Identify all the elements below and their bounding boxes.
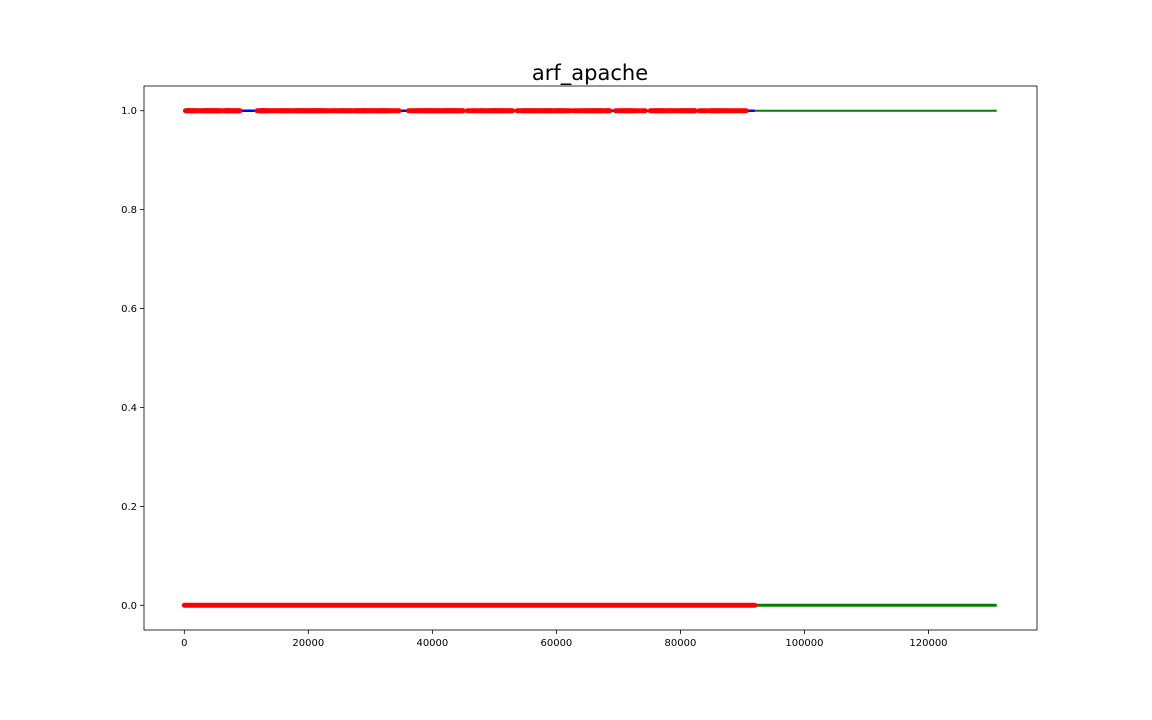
y-tick-label-2: 0.4 [121, 403, 137, 414]
x-tick-label-6: 120000 [909, 638, 947, 649]
y-tick-label-3: 0.6 [121, 304, 137, 315]
chart-title: arf_apache [532, 61, 648, 86]
series-red-point-12 [233, 108, 243, 114]
series-red-point-79 [623, 108, 642, 114]
axes-frame [143, 85, 1038, 631]
series-red-point-70 [558, 108, 574, 114]
x-tick-label-4: 80000 [665, 638, 697, 649]
series-red-point-80 [638, 108, 648, 114]
series-red-point-94 [733, 108, 749, 114]
x-tick-label-0: 0 [181, 638, 187, 649]
series-red-point-52 [455, 108, 465, 114]
series-red-point-88 [688, 108, 698, 114]
y-tick-label-4: 0.8 [121, 205, 137, 216]
x-tick-label-5: 100000 [785, 638, 823, 649]
y-tick-label-1: 0.2 [121, 502, 137, 513]
series-red-point-60 [506, 108, 516, 114]
x-tick-label-1: 20000 [292, 638, 324, 649]
series-red-point-89 [696, 108, 709, 114]
x-tick-label-2: 40000 [416, 638, 448, 649]
x-tick-label-3: 60000 [540, 638, 572, 649]
series-red-point-40 [392, 108, 402, 114]
plot-axes: 0 20000 40000 60000 80000 100000 120000 0.0 0.2 0… [121, 85, 1038, 649]
series-red-point-8 [213, 108, 223, 114]
plot-marks [181, 108, 997, 608]
series-red-point-39 [379, 108, 398, 114]
y-tick-label-5: 1.0 [121, 106, 137, 117]
y-tick-label-0: 0.0 [121, 601, 137, 612]
series-red-point-76 [603, 108, 613, 114]
